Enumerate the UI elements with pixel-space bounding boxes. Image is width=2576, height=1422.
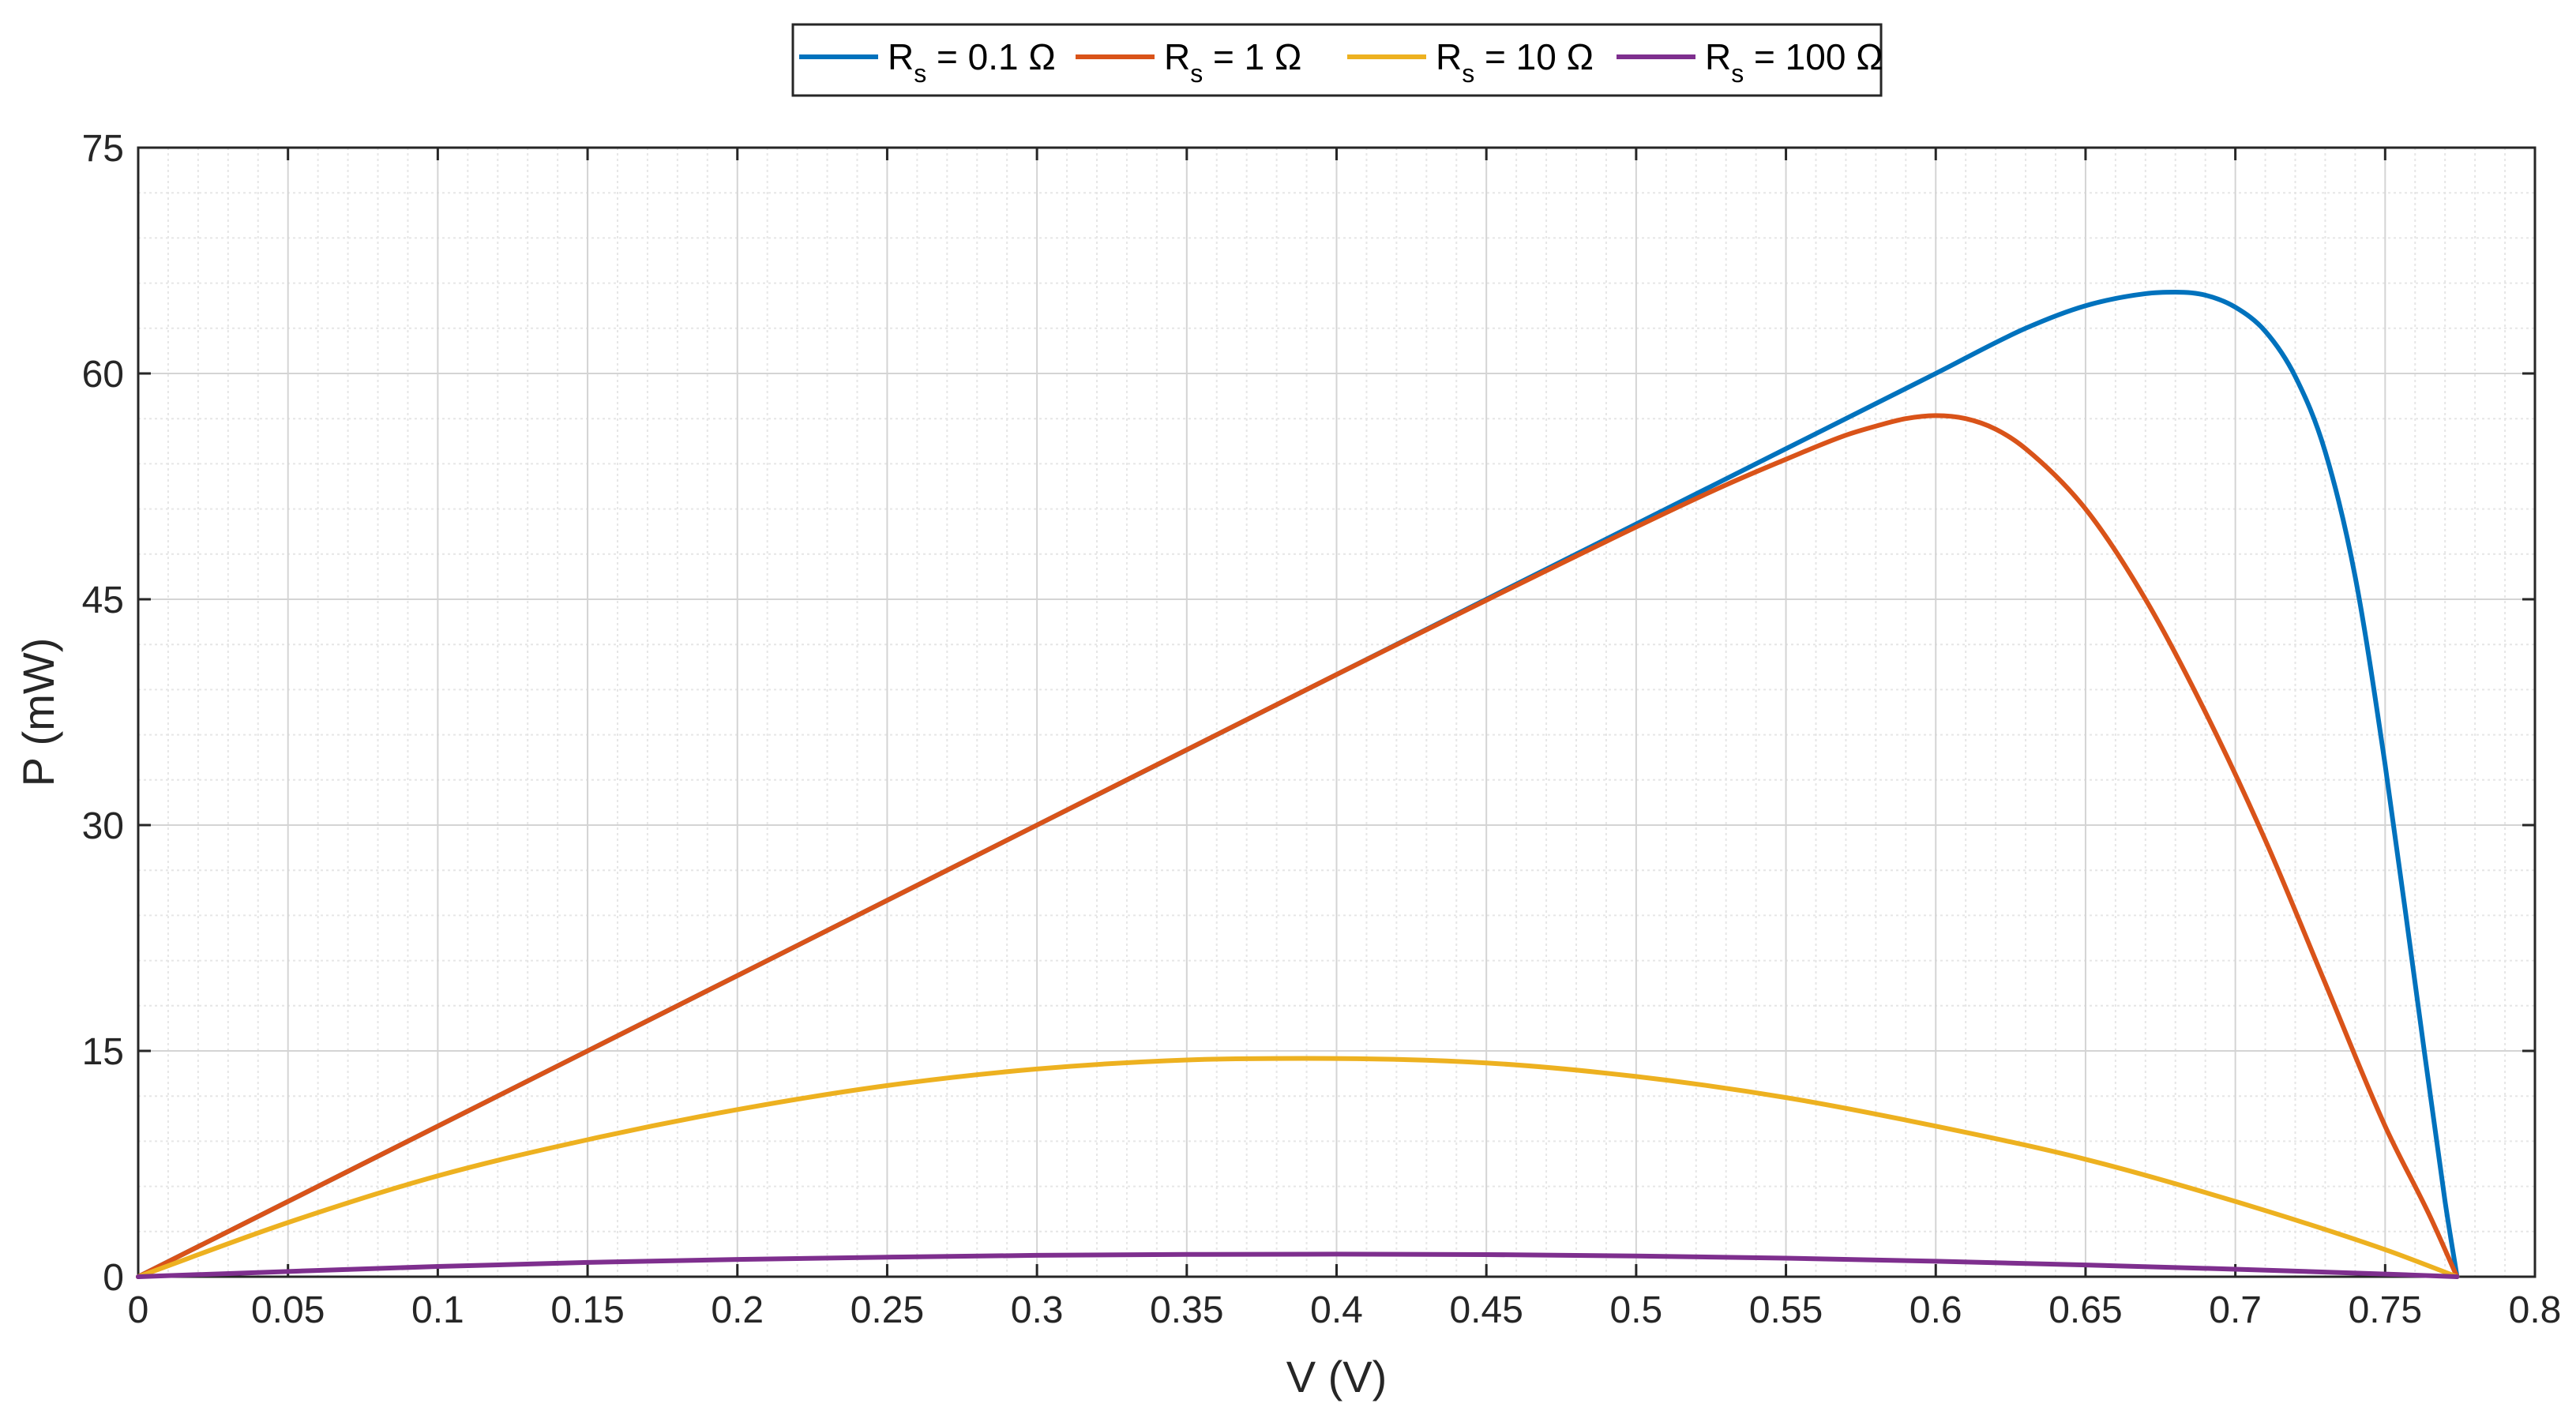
minor-gridlines — [138, 148, 2535, 1277]
legend-label-rest: = 0.1 Ω — [926, 36, 1056, 77]
axis-ticks — [137, 146, 2537, 1278]
legend-label-rest: = 1 Ω — [1203, 36, 1301, 77]
x-tick-labels: 0 0.05 0.1 0.15 0.2 0.25 0.3 0.35 0.4 0.45 0.5 0.55… — [128, 1289, 2562, 1331]
y-tick-label: 30 — [82, 805, 124, 847]
legend-label-3: Rs = 10 Ω — [1436, 36, 1594, 88]
legend-label-subscript: s — [914, 59, 926, 88]
x-axis-label: V (V) — [1286, 1352, 1388, 1401]
legend-box — [791, 23, 1883, 97]
y-tick-label: 0 — [103, 1257, 124, 1299]
y-axis-label: P (mW) — [13, 638, 63, 787]
legend-label-main: R — [1705, 36, 1731, 77]
legend-label-4: Rs = 100 Ω — [1705, 36, 1883, 88]
x-tick-label: 0 — [128, 1289, 149, 1331]
legend-label-subscript: s — [1731, 59, 1744, 88]
y-tick-label: 75 — [82, 128, 124, 170]
series-line-2 — [136, 413, 2460, 1279]
y-tick-label: 60 — [82, 354, 124, 396]
x-tick-label: 0.45 — [1449, 1289, 1523, 1331]
x-tick-label: 0.1 — [411, 1289, 464, 1331]
x-tick-label: 0.5 — [1610, 1289, 1663, 1331]
x-tick-label: 0.05 — [251, 1289, 325, 1331]
series-lines — [136, 290, 2460, 1279]
x-tick-label: 0.4 — [1310, 1289, 1363, 1331]
series-line-3 — [136, 1056, 2460, 1279]
x-tick-label: 0.25 — [851, 1289, 924, 1331]
x-tick-label: 0.6 — [1909, 1289, 1962, 1331]
legend: Rs = 0.1 Ω Rs = 1 Ω Rs = 10 Ω Rs = 100 Ω — [791, 23, 1883, 97]
x-tick-label: 0.75 — [2349, 1289, 2422, 1331]
y-tick-label: 15 — [82, 1031, 124, 1073]
x-tick-label: 0.55 — [1749, 1289, 1823, 1331]
legend-label-rest: = 100 Ω — [1744, 36, 1883, 77]
y-tick-label: 45 — [82, 580, 124, 621]
series-line-4 — [136, 1251, 2460, 1279]
x-tick-label: 0.7 — [2209, 1289, 2262, 1331]
legend-label-subscript: s — [1190, 59, 1203, 88]
x-tick-label: 0.2 — [711, 1289, 764, 1331]
legend-label-2: Rs = 1 Ω — [1164, 36, 1301, 88]
x-tick-label: 0.65 — [2048, 1289, 2122, 1331]
x-tick-label: 0.35 — [1150, 1289, 1223, 1331]
legend-label-subscript: s — [1462, 59, 1474, 88]
legend-label-rest: = 10 Ω — [1474, 36, 1594, 77]
legend-label-main: R — [1436, 36, 1462, 77]
legend-label-main: R — [888, 36, 914, 77]
y-tick-labels: 0 15 30 45 60 75 — [82, 128, 124, 1299]
legend-label-main: R — [1164, 36, 1190, 77]
x-tick-label: 0.8 — [2509, 1289, 2562, 1331]
legend-label-1: Rs = 0.1 Ω — [888, 36, 1056, 88]
x-tick-label: 0.15 — [550, 1289, 624, 1331]
x-tick-label: 0.3 — [1011, 1289, 1064, 1331]
